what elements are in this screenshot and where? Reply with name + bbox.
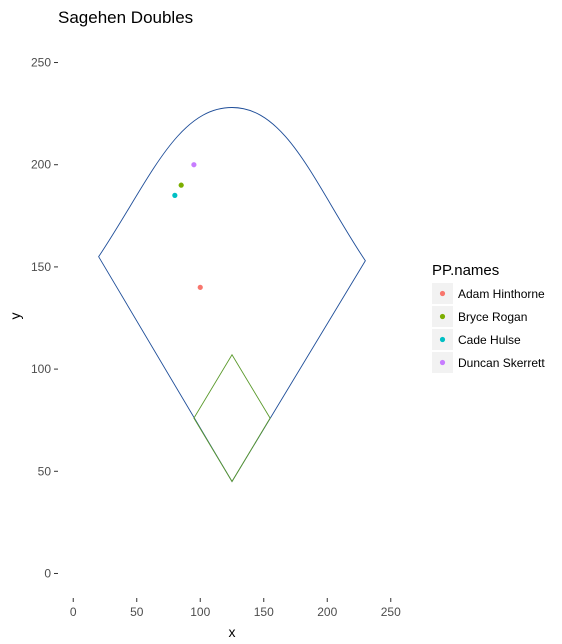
legend-swatch-0: [439, 290, 446, 297]
y-tick-label-3: 150: [31, 260, 51, 274]
outfield-outline: [98, 107, 366, 483]
y-tick-label-1: 50: [38, 464, 52, 478]
y-tick-label-2: 100: [31, 362, 51, 376]
legend-swatch-1: [439, 313, 446, 320]
legend-swatch-3: [439, 359, 446, 366]
legend-label-3: Duncan Skerrett: [458, 356, 545, 370]
points-layer: [172, 162, 203, 290]
y-axis-title: y: [7, 313, 23, 320]
legend-label-0: Adam Hinthorne: [458, 287, 545, 301]
point-duncan-skerrett-0: [191, 162, 197, 168]
x-axis-title: x: [229, 624, 236, 640]
x-tick-label-3: 150: [254, 605, 274, 619]
legend-label-2: Cade Hulse: [458, 333, 521, 347]
legend-label-1: Bryce Rogan: [458, 310, 527, 324]
field-layer: [98, 107, 366, 483]
x-tick-label-5: 250: [381, 605, 401, 619]
y-tick-label-0: 0: [44, 566, 51, 580]
x-axis: 0 50 100 150 200 250: [70, 598, 401, 619]
chart-title: Sagehen Doubles: [58, 8, 193, 27]
legend-swatch-2: [439, 336, 446, 343]
x-tick-label-1: 50: [130, 605, 144, 619]
x-tick-label-4: 200: [317, 605, 337, 619]
point-cade-hulse-0: [172, 192, 178, 198]
y-tick-label-4: 200: [31, 158, 51, 172]
legend-title: PP.names: [432, 262, 499, 279]
x-tick-label-2: 100: [190, 605, 210, 619]
y-axis: 0 50 100 150 200 250: [31, 56, 58, 580]
legend: PP.names Adam Hinthorne Bryce Rogan Cade H…: [432, 262, 545, 373]
infield-diamond: [193, 353, 271, 483]
x-tick-label-0: 0: [70, 605, 77, 619]
y-tick-label-5: 250: [31, 56, 51, 70]
point-bryce-rogan-0: [178, 182, 184, 188]
point-adam-hinthorne-0: [197, 284, 203, 290]
